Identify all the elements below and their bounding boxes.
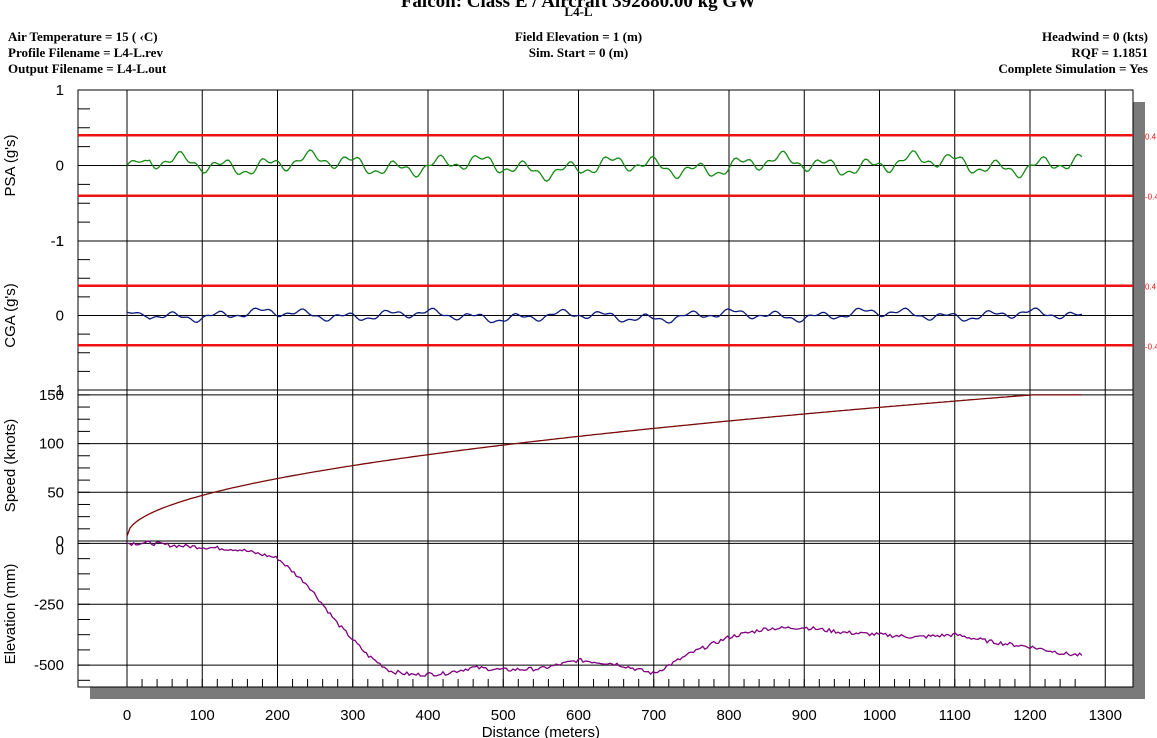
rqf-label: RQF = 1.1851 [1071, 45, 1148, 60]
output-filename-label: Output Filename = L4-L.out [8, 61, 167, 76]
y-tick-label: 0 [56, 308, 64, 325]
sim-start-label: Sim. Start = 0 (m) [528, 45, 629, 60]
y-tick-label: 1 [56, 233, 64, 250]
y-axis-label: Elevation (mm) [2, 564, 19, 665]
series-line [126, 149, 1083, 182]
y-tick-label: -1 [51, 233, 64, 250]
complete-simulation-label: Complete Simulation = Yes [998, 61, 1148, 76]
air-temperature-label: Air Temperature = 15 ( ‹C) [8, 29, 158, 44]
y-tick-label: -250 [34, 596, 64, 613]
chart-title: Falcon: Class E / Aircraft 392880.00 kg … [400, 0, 757, 12]
limit-label: 0.4 [1145, 283, 1157, 292]
x-tick-label: 200 [265, 707, 290, 724]
x-tick-label: 300 [340, 707, 365, 724]
limit-label: -0.4 [1145, 193, 1157, 202]
x-tick-label: 1000 [863, 707, 896, 724]
x-tick-label: 0 [123, 707, 131, 724]
profile-filename-label: Profile Filename = L4-L.rev [8, 45, 163, 60]
y-tick-label: 0 [56, 533, 64, 550]
x-tick-label: 700 [641, 707, 666, 724]
y-tick-label: -500 [34, 657, 64, 674]
y-tick-label: 0 [56, 158, 64, 175]
plot-frame [77, 89, 1134, 688]
x-tick-label: 900 [792, 707, 817, 724]
x-tick-label: 400 [415, 707, 440, 724]
series-line [126, 307, 1083, 324]
x-tick-label: 1200 [1013, 707, 1046, 724]
chart-subtitle: L4-L [564, 4, 593, 19]
headwind-label: Headwind = 0 (kts) [1041, 29, 1148, 44]
x-tick-label: 1300 [1089, 707, 1122, 724]
x-axis-label: Distance (meters) [482, 724, 600, 738]
y-axis-label: Speed (knots) [2, 419, 19, 512]
x-tick-label: 500 [491, 707, 516, 724]
x-tick-label: 100 [190, 707, 215, 724]
y-axis-label: PSA (g's) [2, 134, 19, 196]
y-axis-label: CGA (g's) [2, 283, 19, 348]
series-line [127, 540, 1083, 677]
x-tick-label: 800 [716, 707, 741, 724]
series-line [126, 394, 1082, 537]
y-tick-label: 50 [47, 484, 64, 501]
y-tick-label: 1 [56, 82, 64, 99]
y-tick-label: 150 [39, 387, 64, 404]
field-elevation-label: Field Elevation = 1 (m) [514, 29, 643, 44]
y-tick-label: -1 [51, 382, 64, 399]
x-tick-label: 600 [566, 707, 591, 724]
x-tick-label: 1100 [939, 707, 971, 724]
limit-label: 0.4 [1145, 132, 1157, 141]
y-tick-label: 100 [39, 436, 64, 453]
limit-label: -0.4 [1145, 342, 1157, 351]
y-tick-label: 0 [56, 541, 64, 558]
